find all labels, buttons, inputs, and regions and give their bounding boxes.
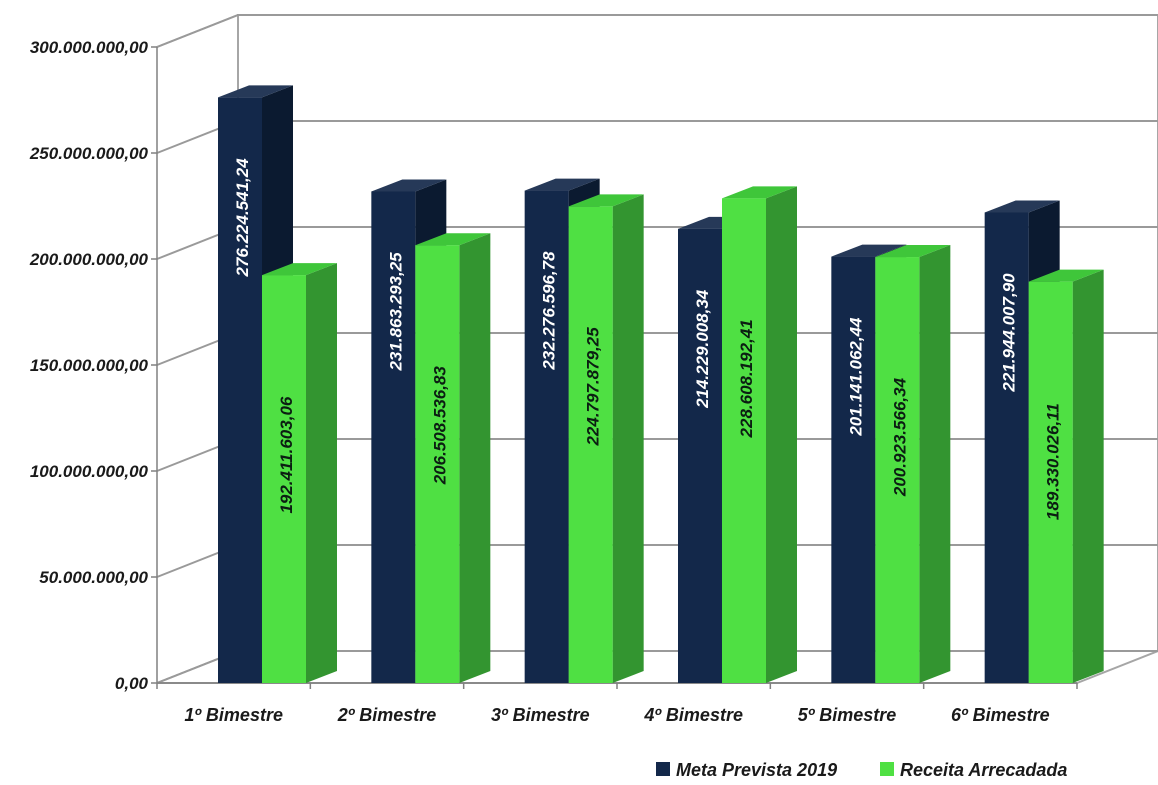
bar-front xyxy=(875,257,920,683)
x-tick-label: 5º Bimestre xyxy=(798,705,897,725)
x-tick-label: 6º Bimestre xyxy=(951,705,1050,725)
bar-front xyxy=(415,245,460,683)
y-tick-label: 300.000.000,00 xyxy=(30,38,149,57)
bar-receita xyxy=(415,233,491,683)
bar-top xyxy=(568,194,644,207)
bar-top xyxy=(722,186,797,199)
data-label: 232.276.596,78 xyxy=(540,251,559,371)
bar-top xyxy=(371,179,447,192)
bar-receita xyxy=(875,245,951,683)
data-label: 224.797.879,25 xyxy=(584,327,603,447)
data-label: 221.944.007,90 xyxy=(1000,273,1019,393)
y-tick-label: 100.000.000,00 xyxy=(30,462,149,481)
x-tick-label: 2º Bimestre xyxy=(337,705,437,725)
data-label: 276.224.541,24 xyxy=(233,158,252,278)
bar-front xyxy=(568,206,613,683)
bar-side xyxy=(612,194,644,683)
legend-swatch xyxy=(656,762,670,776)
bar-front xyxy=(262,275,306,683)
bar-top xyxy=(262,263,337,276)
bar-top xyxy=(415,233,491,246)
bar-side xyxy=(306,263,337,683)
data-label: 201.141.062,44 xyxy=(846,317,865,437)
bar-front xyxy=(218,97,262,683)
data-label: 189.330.026,11 xyxy=(1044,403,1063,520)
legend-label: Meta Prevista 2019 xyxy=(676,760,837,780)
data-label: 200.923.566,34 xyxy=(890,377,909,497)
legend-label: Receita Arrecadada xyxy=(900,760,1067,780)
bar-receita xyxy=(262,263,337,683)
bar-side xyxy=(1072,269,1104,683)
x-tick-label: 1º Bimestre xyxy=(184,705,283,725)
data-label: 231.863.293,25 xyxy=(386,252,405,372)
bar-top xyxy=(984,200,1060,213)
gridline xyxy=(156,14,1158,48)
bar-side xyxy=(919,245,951,683)
bar-front xyxy=(678,228,722,683)
data-label: 214.229.008,34 xyxy=(693,289,712,409)
bar-top xyxy=(831,244,907,257)
legend-item: Receita Arrecadada xyxy=(880,760,1067,780)
bar-top xyxy=(875,245,951,258)
bar-receita xyxy=(722,186,797,683)
legend-item: Meta Prevista 2019 xyxy=(656,760,837,780)
bar-side xyxy=(766,186,797,683)
y-tick-label: 200.000.000,00 xyxy=(29,250,149,269)
x-tick-label: 3º Bimestre xyxy=(491,705,590,725)
bar-front xyxy=(722,198,766,683)
bar-front xyxy=(524,190,569,683)
bar-front xyxy=(1028,281,1073,683)
bar-front xyxy=(831,256,876,683)
bar-top xyxy=(1028,269,1104,282)
bar-receita xyxy=(568,194,644,683)
y-tick-label: 50.000.000,00 xyxy=(39,568,148,587)
data-label: 206.508.536,83 xyxy=(430,366,449,486)
y-tick-label: 150.000.000,00 xyxy=(30,356,149,375)
legend-swatch xyxy=(880,762,894,776)
data-label: 192.411.603,06 xyxy=(277,396,296,513)
data-label: 228.608.192,41 xyxy=(737,319,756,438)
y-tick-label: 0,00 xyxy=(115,674,149,693)
bar-front xyxy=(371,191,416,683)
y-tick-label: 250.000.000,00 xyxy=(29,144,149,163)
bar-side xyxy=(459,233,491,683)
bar-receita xyxy=(1028,269,1104,683)
bar-top xyxy=(218,85,293,98)
bar-front xyxy=(984,212,1029,683)
x-tick-label: 4º Bimestre xyxy=(643,705,743,725)
bar-top xyxy=(524,178,600,191)
